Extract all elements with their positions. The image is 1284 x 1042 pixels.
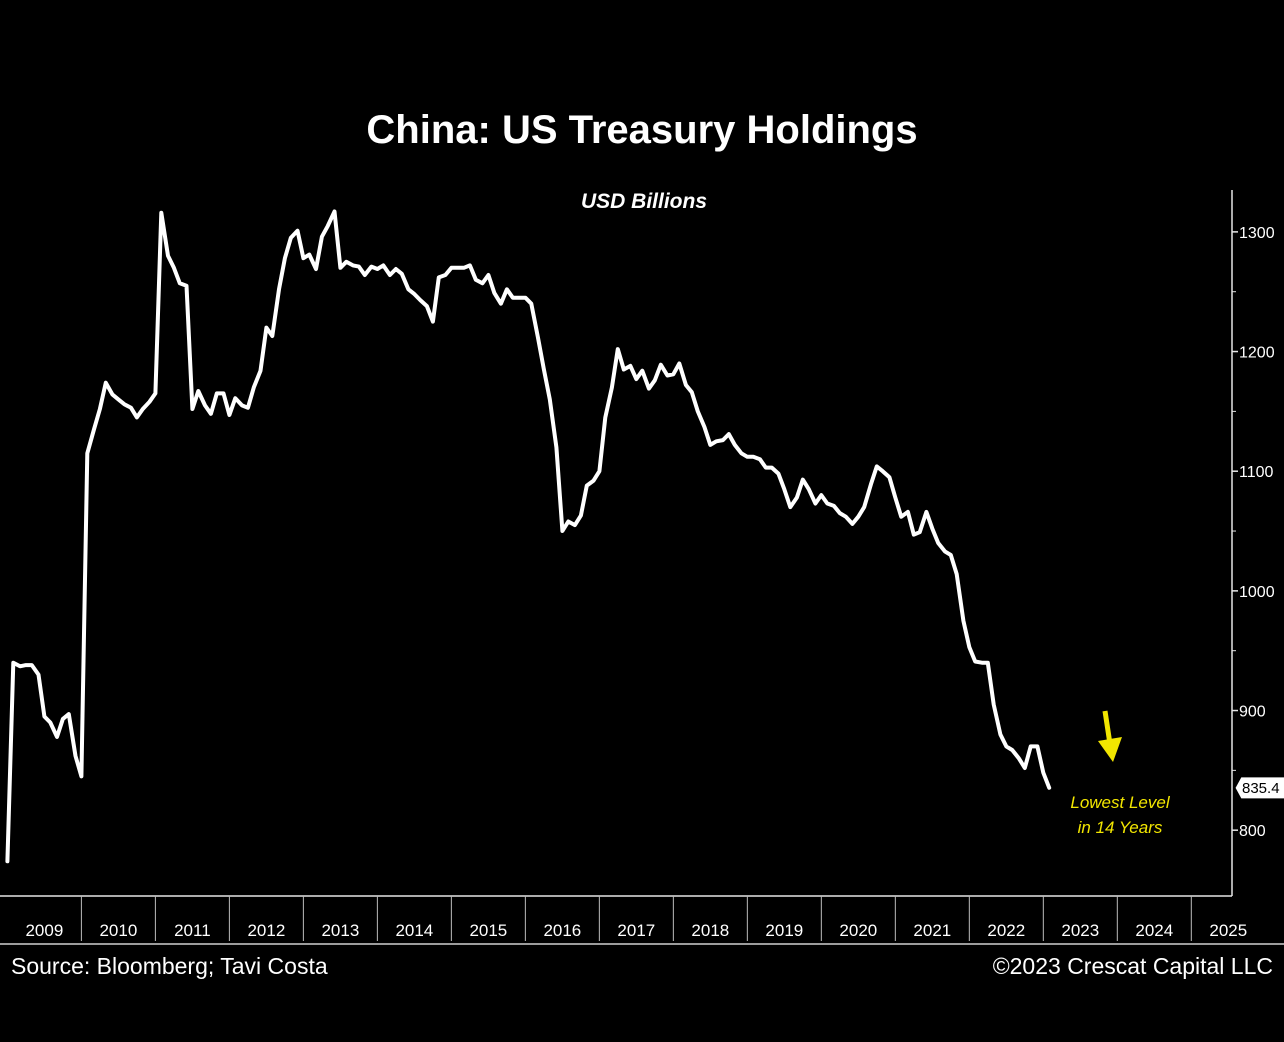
last-value-badge-shape xyxy=(1234,776,1284,800)
y-tick-label: 1200 xyxy=(1239,345,1275,362)
chart-title: China: US Treasury Holdings xyxy=(366,108,917,152)
annotation-line-1: Lowest Level xyxy=(1070,793,1170,812)
y-tick-label: 1000 xyxy=(1239,584,1275,601)
x-tick-label: 2014 xyxy=(395,921,433,940)
x-tick-label: 2023 xyxy=(1061,921,1099,940)
source-note: Source: Bloomberg; Tavi Costa xyxy=(11,953,328,979)
x-tick-label: 2017 xyxy=(617,921,655,940)
y-tick-label: 900 xyxy=(1239,704,1266,721)
y-tick-label: 800 xyxy=(1239,823,1266,840)
annotation-arrow xyxy=(1098,710,1122,762)
x-tick-label: 2024 xyxy=(1135,921,1173,940)
x-tick-label: 2010 xyxy=(99,921,137,940)
x-tick-label: 2018 xyxy=(691,921,729,940)
x-tick-label: 2020 xyxy=(839,921,877,940)
y-axis-ticks: 800 900 1000 1100 1200 1300 xyxy=(1232,225,1275,840)
x-tick-label: 2016 xyxy=(543,921,581,940)
x-tick-label: 2011 xyxy=(174,921,211,940)
annotation-line-2: in 14 Years xyxy=(1078,818,1163,837)
last-value-badge: 835.4 xyxy=(1234,776,1284,800)
x-tick-label: 2012 xyxy=(247,921,285,940)
x-tick-label: 2021 xyxy=(913,921,951,940)
y-tick-label: 1300 xyxy=(1239,225,1275,242)
last-value-label: 835.4 xyxy=(1242,780,1280,797)
x-tick-label: 2013 xyxy=(321,921,359,940)
copyright-note: ©2023 Crescat Capital LLC xyxy=(993,953,1273,979)
x-tick-label: 2022 xyxy=(987,921,1025,940)
x-tick-label: 2009 xyxy=(25,921,63,940)
x-tick-label: 2015 xyxy=(469,921,507,940)
chart-subtitle: USD Billions xyxy=(581,190,707,213)
x-axis-ticks: 2009 2010 2011 2012 2013 2014 2015 2016 2017 2018… xyxy=(25,896,1247,941)
holdings-series-line xyxy=(5,209,1052,864)
y-tick-label: 1100 xyxy=(1239,464,1274,481)
x-tick-label: 2019 xyxy=(765,921,803,940)
x-tick-label: 2025 xyxy=(1209,921,1247,940)
down-arrow-icon xyxy=(1098,737,1122,762)
annotation-arrow-shaft xyxy=(1102,710,1113,745)
